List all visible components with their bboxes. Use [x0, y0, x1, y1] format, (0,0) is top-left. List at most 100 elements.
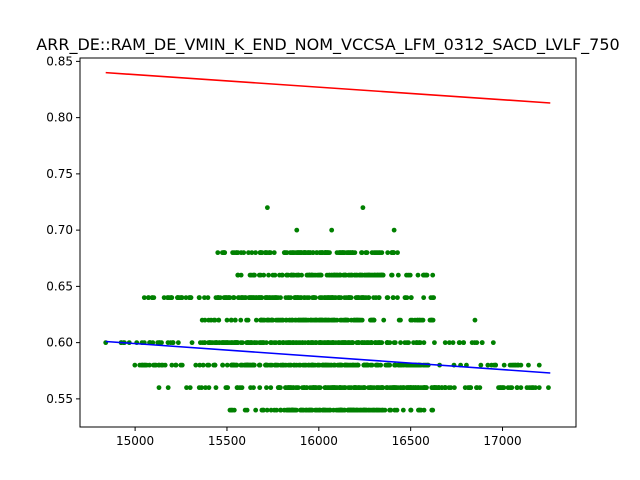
data-point: [266, 272, 271, 278]
data-point: [355, 295, 361, 301]
data-point: [392, 362, 397, 368]
data-point: [147, 362, 152, 368]
data-point: [384, 385, 390, 391]
data-point: [421, 295, 427, 301]
data-point: [283, 250, 289, 256]
data-point: [474, 385, 480, 391]
data-point: [374, 362, 380, 368]
data-point: [369, 250, 375, 256]
data-point: [324, 362, 330, 368]
data-point: [355, 385, 361, 391]
data-point: [347, 385, 353, 391]
chart-title: ARR_DE::RAM_DE_VMIN_K_END_NOM_VCCSA_LFM_…: [36, 35, 619, 55]
data-point: [377, 407, 382, 413]
data-point: [322, 385, 328, 391]
trend-lines-layer: [105, 71, 551, 374]
data-point: [257, 362, 262, 368]
y-tick-label: 0.70: [46, 223, 73, 237]
data-point: [213, 385, 219, 391]
data-point: [271, 250, 277, 256]
data-point: [342, 407, 348, 413]
data-point: [178, 295, 184, 301]
data-point: [415, 272, 421, 278]
data-point: [175, 295, 180, 301]
data-point: [254, 340, 260, 346]
data-point: [205, 295, 211, 301]
y-axis: 0.55 0.60 0.65 0.70 0.75 0.80 0.85: [46, 54, 80, 406]
data-point: [197, 295, 202, 301]
data-point: [288, 272, 294, 278]
data-point: [536, 385, 542, 391]
data-point: [408, 407, 414, 413]
data-point: [314, 250, 319, 256]
data-point: [208, 340, 214, 346]
data-point: [337, 385, 343, 391]
data-point: [398, 317, 403, 323]
data-point: [231, 295, 237, 301]
data-point: [304, 295, 310, 301]
data-point: [312, 317, 318, 323]
data-point: [505, 385, 511, 391]
data-point: [151, 362, 156, 368]
data-point: [363, 250, 369, 256]
data-point: [353, 407, 358, 413]
data-point: [301, 317, 307, 323]
data-point: [275, 295, 281, 301]
data-point: [330, 340, 336, 346]
data-point: [373, 295, 379, 301]
data-point: [442, 385, 448, 391]
data-point: [462, 385, 468, 391]
data-point: [286, 362, 291, 368]
data-point: [365, 272, 371, 278]
data-point: [288, 385, 294, 391]
data-point: [375, 385, 381, 391]
data-point: [161, 295, 167, 301]
data-point: [316, 272, 322, 278]
data-point: [411, 340, 416, 346]
data-point: [356, 317, 362, 323]
data-point: [258, 340, 264, 346]
data-point: [283, 295, 289, 301]
data-point: [357, 272, 363, 278]
data-point: [399, 362, 405, 368]
data-point: [205, 362, 210, 368]
x-tick-label: 16500: [392, 434, 430, 448]
y-tick-label: 0.65: [46, 279, 73, 293]
plot-frame: [79, 57, 577, 428]
data-point: [151, 295, 157, 301]
data-point: [479, 340, 485, 346]
data-point: [447, 340, 452, 346]
data-point: [276, 340, 282, 346]
data-point: [442, 340, 448, 346]
data-point: [524, 385, 530, 391]
data-point: [256, 295, 262, 301]
data-point: [165, 385, 171, 391]
data-point: [313, 340, 319, 346]
data-point: [168, 295, 174, 301]
data-point: [317, 340, 323, 346]
data-point: [381, 317, 387, 323]
data-point: [156, 340, 162, 346]
data-point: [336, 362, 342, 368]
data-point: [318, 295, 324, 301]
data-point: [283, 385, 288, 391]
data-point: [400, 407, 406, 413]
data-point: [338, 295, 344, 301]
x-tick-label: 16000: [300, 434, 338, 448]
data-point: [391, 227, 397, 233]
data-point: [472, 317, 478, 323]
y-tick-label: 0.55: [46, 392, 73, 406]
x-tick-label: 15500: [208, 434, 246, 448]
data-point: [374, 340, 380, 346]
data-point: [384, 295, 390, 301]
data-point: [363, 362, 369, 368]
data-point: [321, 317, 327, 323]
data-point: [188, 295, 194, 301]
data-point: [317, 362, 322, 368]
data-point: [231, 340, 237, 346]
data-point: [259, 407, 265, 413]
data-point: [269, 317, 275, 323]
data-point: [248, 385, 253, 391]
data-point: [213, 295, 219, 301]
data-point: [478, 362, 484, 368]
